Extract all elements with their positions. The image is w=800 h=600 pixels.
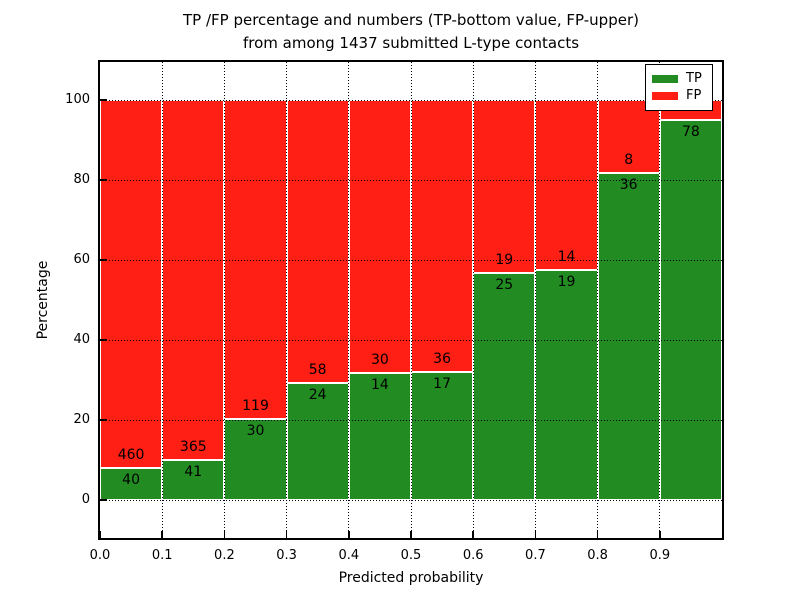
bar-label-fp: 19 <box>495 251 514 268</box>
y-tick-label: 100 <box>65 92 90 107</box>
y-tick-label: 20 <box>73 412 90 427</box>
x-tick-label: 0.7 <box>525 548 546 563</box>
bar-segment-fp <box>473 100 536 273</box>
bar-label-tp: 30 <box>246 423 265 440</box>
y-tick-mark <box>100 259 107 261</box>
bar-label-tp: 40 <box>122 472 140 488</box>
bar-segment-fp <box>286 100 349 383</box>
bar-label-tp: 41 <box>184 463 203 480</box>
y-tick-label: 0 <box>81 492 90 507</box>
x-tick-label: 0.3 <box>276 548 297 563</box>
gridline-vertical <box>597 62 599 538</box>
x-tick-mark <box>161 531 163 538</box>
legend-item-tp: TP <box>652 70 706 86</box>
bar-label-fp: 36 <box>433 350 451 367</box>
plot-area: 460 40 365 41 119 30 58 24 30 14 36 17 19 25 14 19 8 36 78… <box>65 62 722 563</box>
y-tick-mark <box>100 419 107 421</box>
bar-label-tp: 78 <box>681 123 700 140</box>
legend-swatch-tp <box>652 74 678 83</box>
x-tick-label: 0.1 <box>151 548 173 563</box>
gridline-vertical <box>348 62 350 538</box>
x-tick-label: 0.0 <box>89 548 111 563</box>
legend-label: TP <box>686 70 702 86</box>
bar-label-tp: 17 <box>433 375 451 392</box>
chart-title-line1: TP /FP percentage and numbers (TP-bottom… <box>183 11 639 29</box>
bar-label-tp: 36 <box>619 176 638 193</box>
bar-segment-tp <box>286 382 349 500</box>
bar-label-fp: 365 <box>179 438 207 455</box>
y-tick-mark <box>100 179 107 181</box>
y-axis-label: Percentage <box>35 260 51 340</box>
bar-segment-fp <box>411 100 474 372</box>
x-tick-mark <box>348 531 350 538</box>
bar-segment-fp <box>535 100 598 270</box>
y-tick-mark <box>100 339 107 341</box>
bar-segment-tp <box>100 468 163 500</box>
bar-segment-tp <box>411 371 474 500</box>
x-tick-label: 0.2 <box>214 548 235 563</box>
bar-segment-tp <box>224 419 287 500</box>
gridline-vertical <box>472 62 474 538</box>
x-tick-mark <box>659 531 661 538</box>
chart-title-line2: from among 1437 submitted L-type contact… <box>242 34 580 53</box>
x-tick-mark <box>99 531 101 538</box>
gridline-horizontal <box>100 339 722 341</box>
bar-label-tp: 25 <box>495 276 514 293</box>
bar-segment-fp <box>100 100 163 468</box>
gridline-vertical <box>534 62 536 538</box>
y-tick-mark <box>100 99 107 101</box>
x-tick-label: 0.4 <box>338 548 360 563</box>
bar-label-fp: 58 <box>308 361 327 378</box>
x-axis-label: Predicted probability <box>338 570 484 586</box>
gridline-horizontal <box>100 499 722 501</box>
bar-label-fp: 119 <box>242 398 269 415</box>
bar-segment-tp <box>597 172 660 500</box>
chart-title: TP /FP percentage and numbers (TP-bottom… <box>100 9 722 56</box>
gridline-horizontal <box>100 99 722 101</box>
x-tick-mark <box>410 531 412 538</box>
y-tick-label: 80 <box>73 172 90 187</box>
bar-label-tp: 24 <box>308 386 327 403</box>
x-tick-mark <box>596 531 599 538</box>
gridline-vertical <box>659 62 661 538</box>
legend-swatch-fp <box>652 92 678 101</box>
y-tick-label: 60 <box>73 252 90 267</box>
x-tick-label: 0.9 <box>649 548 671 563</box>
x-tick-label: 0.8 <box>587 548 608 563</box>
bar-segment-fp <box>348 100 411 373</box>
legend-item-fp: FP <box>652 89 706 103</box>
x-tick-mark <box>472 531 474 538</box>
x-tick-mark <box>223 531 226 538</box>
legend-label: FP <box>686 88 702 104</box>
bar-segment-fp <box>162 100 225 460</box>
gridline-vertical <box>410 62 412 538</box>
bar-label-fp: 8 <box>624 151 634 168</box>
bar-label-fp: 14 <box>557 248 576 265</box>
x-tick-mark <box>534 531 537 538</box>
bar-label-fp: 460 <box>117 447 145 463</box>
bar-segment-tp <box>162 459 225 500</box>
gridline-horizontal <box>100 259 722 261</box>
gridline-vertical <box>223 62 225 538</box>
gridline-horizontal <box>100 179 722 181</box>
y-tick-label: 40 <box>73 332 90 347</box>
x-tick-label: 0.6 <box>462 548 484 563</box>
bar-label-fp: 30 <box>370 351 389 368</box>
x-tick-mark <box>285 531 288 538</box>
bar-segment-tp <box>535 269 598 500</box>
y-tick-mark <box>100 499 107 501</box>
legend: TP FP <box>645 64 713 111</box>
bar-segment-tp <box>473 272 536 500</box>
bar-label-tp: 14 <box>370 376 389 393</box>
gridline-horizontal <box>100 419 722 421</box>
bar-segment-tp <box>659 119 722 500</box>
gridline-vertical <box>286 62 288 538</box>
bar-label-tp: 19 <box>557 273 576 290</box>
gridline-vertical <box>161 62 163 538</box>
bar-segment-tp <box>348 372 411 500</box>
x-tick-label: 0.5 <box>400 548 422 563</box>
